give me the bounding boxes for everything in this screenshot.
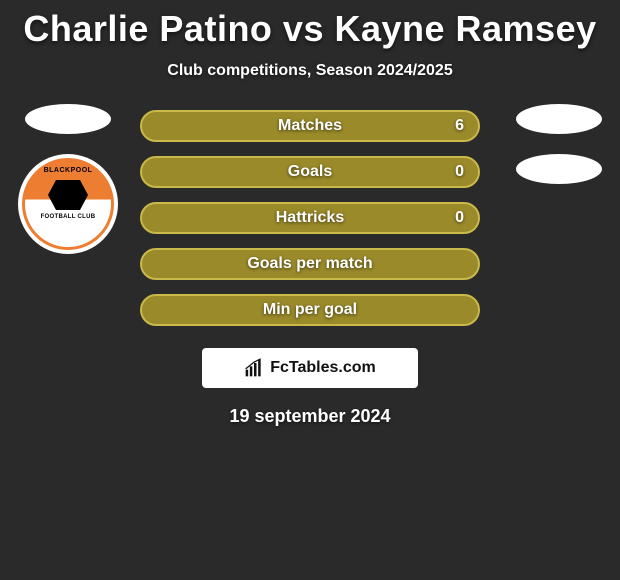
stat-label: Goals [288, 163, 332, 181]
stat-row: Goals per match [140, 248, 480, 280]
page-title: Charlie Patino vs Kayne Ramsey [0, 0, 620, 50]
club-badge: BLACKPOOL FOOTBALL CLUB [18, 154, 118, 254]
attribution-text: FcTables.com [270, 359, 376, 377]
stat-rows: Matches 6 Goals 0 Hattricks 0 Goals per match M… [140, 110, 480, 326]
right-player-badges [516, 104, 602, 184]
attribution-badge: FcTables.com [202, 348, 418, 388]
club-badge-placeholder [516, 154, 602, 184]
stat-right-value: 6 [455, 117, 464, 135]
stat-label: Hattricks [276, 209, 344, 227]
stat-right-value: 0 [455, 209, 464, 227]
subtitle: Club competitions, Season 2024/2025 [0, 62, 620, 80]
club-badge-subtext: FOOTBALL CLUB [41, 214, 96, 220]
left-player-badges: BLACKPOOL FOOTBALL CLUB [18, 104, 118, 254]
chart-icon [244, 358, 264, 378]
stat-row: Min per goal [140, 294, 480, 326]
club-badge-placeholder [25, 104, 111, 134]
stat-right-value: 0 [455, 163, 464, 181]
date-text: 19 september 2024 [0, 406, 620, 427]
stat-label: Goals per match [247, 255, 372, 273]
stat-row: Hattricks 0 [140, 202, 480, 234]
club-badge-crest [48, 180, 88, 210]
club-badge-placeholder [516, 104, 602, 134]
stat-row: Matches 6 [140, 110, 480, 142]
stat-label: Matches [278, 117, 342, 135]
club-badge-name: BLACKPOOL [44, 167, 93, 174]
stat-label: Min per goal [263, 301, 357, 319]
stats-area: BLACKPOOLFOOTBALL CLUB Matches6Goals0Hat… [0, 110, 620, 427]
stat-row: Goals 0 [140, 156, 480, 188]
